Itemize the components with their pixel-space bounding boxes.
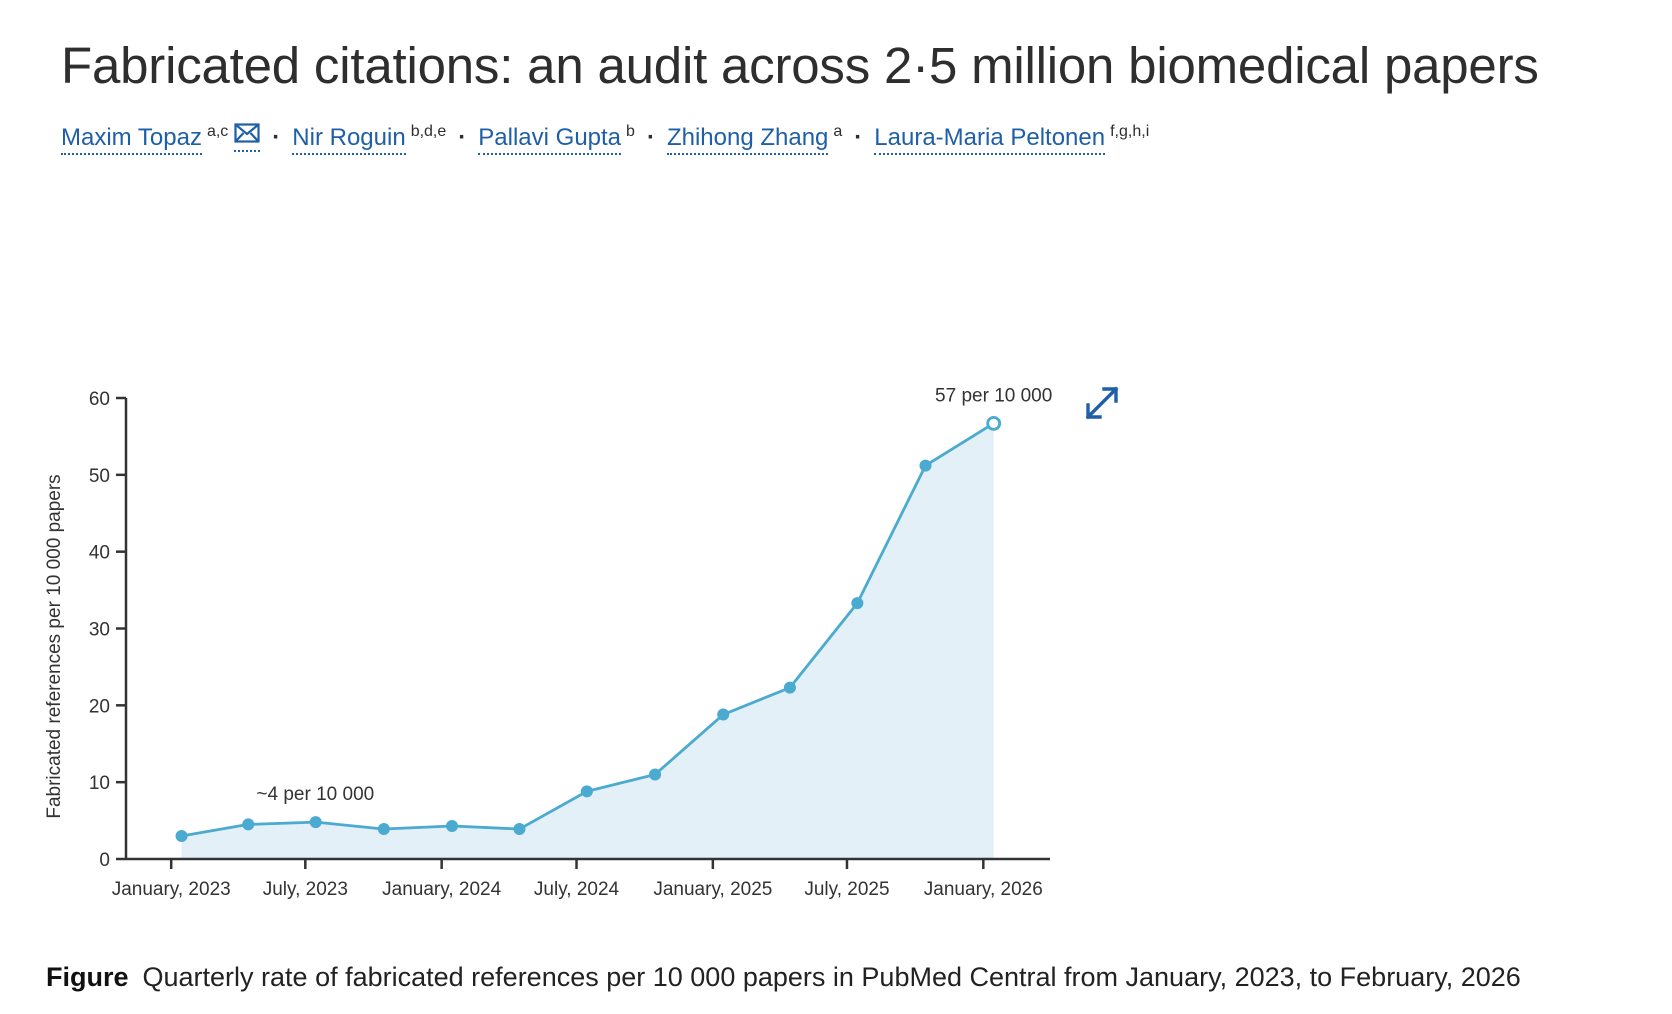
- author-link-zhihong-zhang[interactable]: Zhihong Zhang: [666, 124, 829, 155]
- x-tick-label: January, 2024: [382, 879, 501, 900]
- figure-caption-text: Quarterly rate of fabricated references …: [142, 962, 1521, 992]
- author-affiliations: b,d,e: [410, 123, 447, 140]
- data-point: [446, 819, 459, 832]
- author-affiliations: a,c: [206, 123, 229, 140]
- x-tick-label: January, 2023: [112, 879, 231, 900]
- author-4: Zhihong Zhang a: [666, 123, 843, 155]
- author-separator: ·: [646, 124, 655, 151]
- line-chart: 0 10 20 30 40 50 60 January, 2023 July, 2023 Janu…: [44, 385, 1052, 900]
- author-affiliations: b: [626, 123, 635, 140]
- data-annotation: ~4 per 10 000: [256, 784, 374, 805]
- data-point: [175, 829, 188, 842]
- author-link-laura-maria-peltonen[interactable]: Laura-Maria Peltonen: [874, 124, 1106, 155]
- y-tick-label: 40: [89, 543, 110, 564]
- x-tick-label: January, 2025: [653, 879, 772, 900]
- expand-figure-button[interactable]: [1082, 383, 1122, 423]
- data-point: [717, 708, 730, 721]
- y-tick-label: 60: [89, 389, 110, 410]
- data-annotation: 57 per 10 000: [935, 385, 1052, 406]
- author-separator: ·: [458, 124, 467, 151]
- author-separator: ·: [272, 124, 281, 151]
- data-point-open: [986, 415, 1002, 431]
- figure-caption: Figure Quarterly rate of fabricated refer…: [46, 962, 1521, 993]
- author-separator: ·: [854, 124, 863, 151]
- author-affiliations: a: [833, 123, 843, 140]
- author-3: Pallavi Gupta b: [478, 123, 635, 155]
- data-point: [783, 681, 796, 694]
- author-link-maxim-topaz[interactable]: Maxim Topaz: [61, 124, 202, 155]
- data-point: [919, 459, 932, 472]
- author-2: Nir Roguin b,d,e: [292, 123, 447, 155]
- author-link-pallavi-gupta[interactable]: Pallavi Gupta: [478, 124, 622, 155]
- x-tick-label: July, 2024: [534, 879, 620, 900]
- expand-icon: [1085, 386, 1119, 420]
- y-tick-label: 10: [89, 773, 110, 794]
- y-axis-label: Fabricated references per 10 000 papers: [44, 474, 65, 818]
- figure-caption-label: Figure: [46, 962, 129, 992]
- data-point: [377, 823, 390, 836]
- y-tick-label: 20: [89, 696, 110, 717]
- author-5: Laura-Maria Peltonen f,g,h,i: [874, 123, 1150, 155]
- data-point: [851, 597, 864, 610]
- data-point: [309, 816, 322, 829]
- x-tick-label: July, 2025: [804, 879, 889, 900]
- y-tick-label: 50: [89, 466, 110, 487]
- data-point: [580, 785, 593, 798]
- figure-chart: 0 10 20 30 40 50 60 January, 2023 July, 2023 Janu…: [40, 370, 1070, 900]
- x-tick-label: January, 2026: [924, 879, 1043, 900]
- area-fill: [181, 423, 994, 859]
- data-point: [242, 818, 255, 831]
- data-point: [513, 823, 526, 836]
- author-link-nir-roguin[interactable]: Nir Roguin: [292, 124, 406, 155]
- article-title: Fabricated citations: an audit across 2·…: [61, 37, 1539, 94]
- author-affiliations: f,g,h,i: [1110, 123, 1150, 140]
- y-tick-label: 0: [99, 850, 110, 871]
- data-point: [649, 768, 662, 781]
- author-list: Maxim Topaz a,c · Nir Roguin b,d,e · Palla…: [61, 122, 1150, 155]
- mail-icon[interactable]: [234, 122, 261, 152]
- x-tick-label: July, 2023: [263, 879, 348, 900]
- author-1: Maxim Topaz a,c: [61, 122, 261, 155]
- y-tick-label: 30: [89, 620, 110, 641]
